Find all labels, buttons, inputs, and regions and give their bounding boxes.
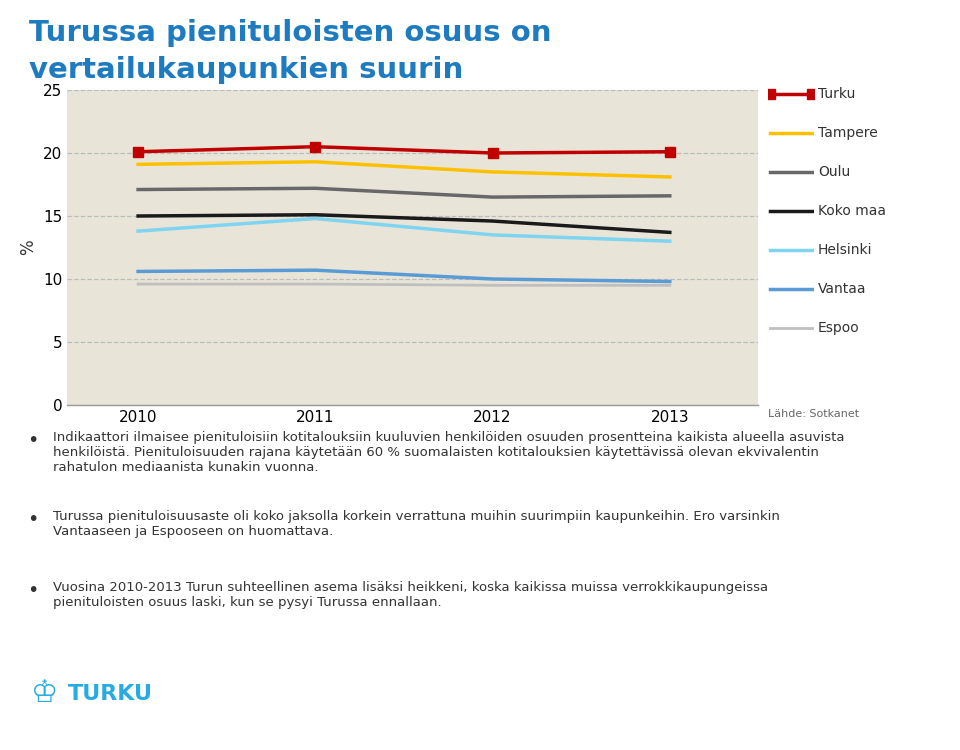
Vantaa (132, 267, 144, 276)
Oulu (487, 193, 498, 202)
Oulu (309, 184, 321, 193)
Vantaa (487, 274, 498, 284)
Text: Espoo: Espoo (818, 321, 859, 334)
Text: Vantaa: Vantaa (818, 282, 867, 296)
Line: Turku: Turku (133, 142, 675, 158)
Vantaa (309, 266, 321, 274)
Text: vertailukaupunkien suurin: vertailukaupunkien suurin (29, 56, 463, 84)
Tampere (309, 158, 321, 166)
Text: •: • (27, 581, 38, 600)
Text: Helsinki: Helsinki (818, 243, 873, 256)
Helsinki (309, 214, 321, 223)
Turku (309, 142, 321, 152)
Helsinki (487, 230, 498, 239)
Text: Turussa pienituloisuusaste oli koko jaksolla korkein verrattuna muihin suurimpii: Turussa pienituloisuusaste oli koko jaks… (53, 510, 780, 538)
Vantaa (664, 277, 676, 286)
Tampere (487, 167, 498, 176)
Espoo (132, 280, 144, 289)
Koko maa (487, 217, 498, 226)
Text: Turku: Turku (818, 87, 855, 100)
Text: Oulu: Oulu (818, 165, 851, 178)
Helsinki (664, 237, 676, 246)
Espoo (487, 280, 498, 290)
Text: Vuosina 2010-2013 Turun suhteellinen asema lisäksi heikkeni, koska kaikissa muis: Vuosina 2010-2013 Turun suhteellinen ase… (53, 581, 768, 609)
Oulu (132, 185, 144, 194)
Text: •: • (27, 431, 38, 450)
Espoo (664, 280, 676, 290)
Text: Turussa pienituloisten osuus on: Turussa pienituloisten osuus on (29, 19, 551, 46)
Turku (132, 147, 144, 156)
Text: •: • (27, 510, 38, 529)
Text: Tampere: Tampere (818, 126, 877, 140)
Text: Kunnan yleinen pienituloisuusaste, %: Kunnan yleinen pienituloisuusaste, % (580, 699, 903, 714)
Y-axis label: %: % (19, 240, 37, 255)
Text: Koko maa: Koko maa (818, 204, 886, 218)
Oulu (664, 191, 676, 200)
Text: Lähde: Sotkanet: Lähde: Sotkanet (768, 409, 859, 419)
Text: ♔: ♔ (32, 679, 59, 708)
Espoo (309, 280, 321, 289)
Line: Oulu: Oulu (138, 188, 670, 197)
Turku (487, 148, 498, 158)
Text: TURKU: TURKU (67, 684, 153, 703)
Koko maa (132, 211, 144, 220)
Line: Tampere: Tampere (138, 162, 670, 177)
Text: Paluu: Paluu (876, 34, 932, 53)
Line: Helsinki: Helsinki (138, 218, 670, 242)
Tampere (664, 172, 676, 182)
Tampere (132, 160, 144, 169)
Koko maa (664, 228, 676, 237)
Line: Espoo: Espoo (138, 284, 670, 285)
Helsinki (132, 226, 144, 236)
Text: Indikaattori ilmaisee pienituloisiin kotitalouksiin kuuluvien henkilöiden osuude: Indikaattori ilmaisee pienituloisiin kot… (53, 431, 844, 474)
Line: Vantaa: Vantaa (138, 270, 670, 281)
Turku (664, 147, 676, 156)
Koko maa (309, 210, 321, 219)
Line: Koko maa: Koko maa (138, 214, 670, 232)
